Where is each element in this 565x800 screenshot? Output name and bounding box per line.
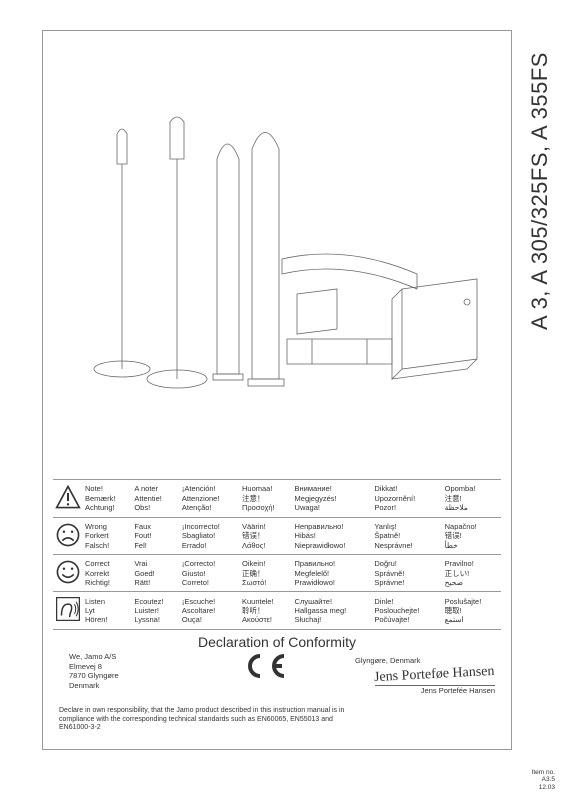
legend-cell: Неправильно!Hibás!Nieprawidłowo! — [293, 517, 373, 554]
legend-row: Note!Bemærk!Achtung!A noterAttentie!Obs!… — [53, 480, 501, 517]
footer-label: Item no. — [532, 769, 555, 777]
signature-block: Glyngøre, Denmark Jens Porteføe Hansen J… — [355, 652, 495, 695]
legend-cell: Väärin!错误！Λάθος! — [240, 517, 293, 554]
legend-row: WrongForkertFalsch!FauxFout!Fel!¡Incorre… — [53, 517, 501, 554]
sad-icon — [53, 517, 83, 554]
legend-cell: A noterAttentie!Obs! — [132, 480, 180, 517]
legend-cell: FauxFout!Fel! — [132, 517, 180, 554]
legend-cell: WrongForkertFalsch! — [83, 517, 132, 554]
legend-cell: Ecoutez!Luister!Lyssna! — [132, 592, 180, 629]
legend-row: CorrectKorrektRichtig!VraiGoed!Rätt!¡Cor… — [53, 555, 501, 592]
product-title: A 3, A 305/325FS, A 355FS — [527, 30, 557, 330]
happy-icon — [53, 555, 83, 592]
listen-icon — [53, 592, 83, 629]
legend-cell: ListenLytHören! — [83, 592, 132, 629]
warning-icon — [53, 480, 83, 517]
company-address: We, Jamo A/SElmevej 87870 GlyngøreDenmar… — [59, 652, 179, 691]
ce-mark — [185, 652, 349, 682]
legend-cell: Правильно!Megfelelő!Prawidłowo! — [293, 555, 373, 592]
legend-cell: Dinle!Poslouchejte!Počúvajte! — [372, 592, 442, 629]
legend-cell: Huomaa!注意！Προσοχή! — [240, 480, 293, 517]
legend-cell: Oikein!正确！Σωστό! — [240, 555, 293, 592]
legend-cell: Pravilno!正しい!صحيح — [443, 555, 501, 592]
product-illustration — [53, 39, 501, 480]
sign-location: Glyngøre, Denmark — [355, 656, 495, 665]
legend-cell: ¡Escuche!Ascoltare!Ouça! — [180, 592, 240, 629]
legend-cell: CorrectKorrektRichtig! — [83, 555, 132, 592]
legend-cell: ¡Atención!Attenzione!Atenção! — [180, 480, 240, 517]
declaration-text: Declare in own responsibility, that the … — [59, 707, 349, 733]
legend-row: ListenLytHören!Ecoutez!Luister!Lyssna!¡E… — [53, 592, 501, 629]
legend-cell: Doğru!Správně!Správne! — [372, 555, 442, 592]
legend-table: Note!Bemærk!Achtung!A noterAttentie!Obs!… — [53, 480, 501, 630]
page-frame: Note!Bemærk!Achtung!A noterAttentie!Obs!… — [42, 30, 512, 750]
declaration-title: Declaration of Conformity — [59, 634, 495, 650]
speakers-line-drawing — [57, 104, 497, 414]
legend-cell: Opomba!注意!ملاحظة — [443, 480, 501, 517]
legend-cell: Kuuntele!聆听！Ακούστε! — [240, 592, 293, 629]
legend-cell: Слушайте!Hallgassa meg!Słuchaj! — [293, 592, 373, 629]
legend-cell: ¡Correcto!Giusto!Correto! — [180, 555, 240, 592]
legend-cell: VraiGoed!Rätt! — [132, 555, 180, 592]
legend-cell: Note!Bemærk!Achtung! — [83, 480, 132, 517]
signature-script: Jens Porteføe Hansen — [374, 664, 495, 686]
legend-cell: Napačno!错误!خطأ — [443, 517, 501, 554]
footer-info: Item no. A3.5 12.03 — [532, 769, 555, 792]
footer-item-no: A3.5 — [532, 776, 555, 784]
legend-cell: Внимание!Megjegyzés!Uwaga! — [293, 480, 373, 517]
declaration-block: Declaration of Conformity We, Jamo A/SEl… — [53, 630, 501, 739]
legend-cell: Yanlış!Špatně!Nesprávne! — [372, 517, 442, 554]
legend-cell: Dikkat!Upozornění!Pozor! — [372, 480, 442, 517]
footer-date: 12.03 — [532, 784, 555, 792]
signed-name: Jens Portefée Hansen — [355, 686, 495, 695]
legend-cell: ¡Incorrecto!Sbagliato!Errado! — [180, 517, 240, 554]
legend-cell: Poslušajte!聴取!استمع — [443, 592, 501, 629]
